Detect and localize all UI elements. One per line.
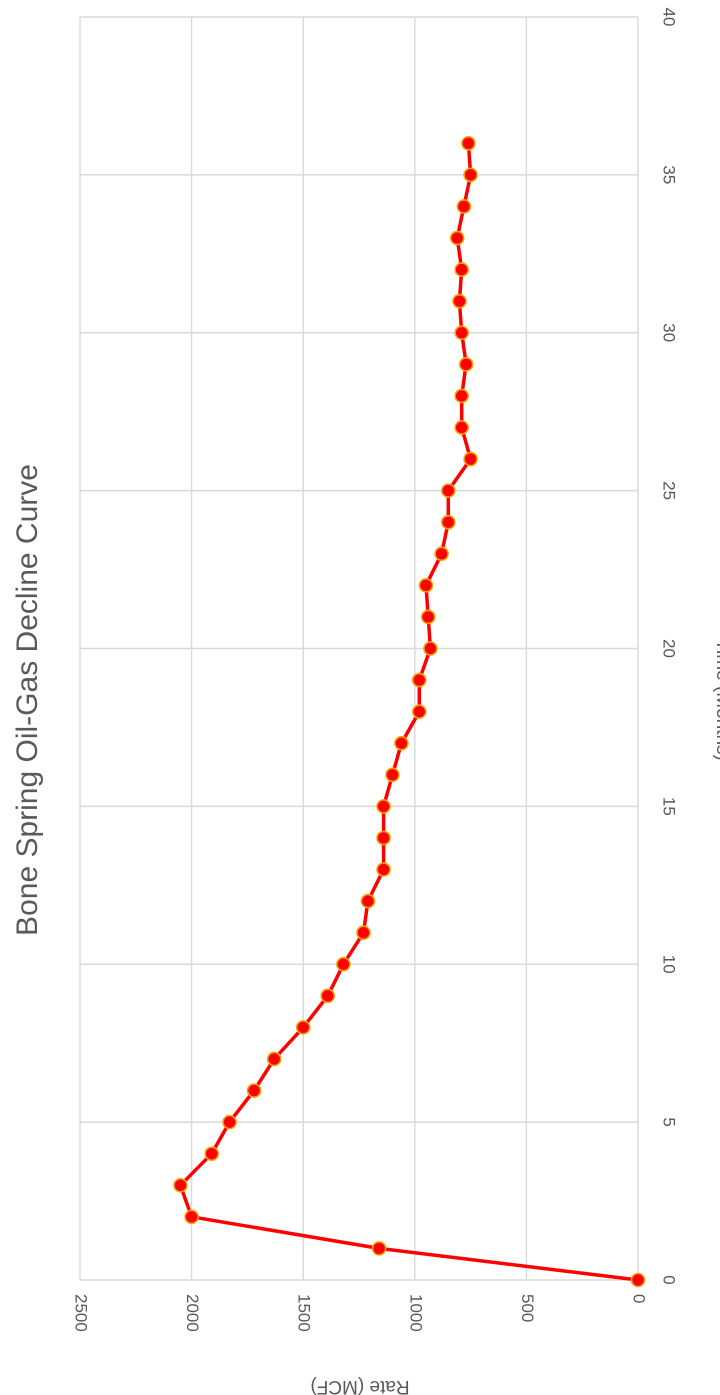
data-point [418,578,434,593]
data-point [454,388,469,404]
data-point [376,862,391,877]
data-point [295,1020,311,1035]
data-point [630,1272,646,1288]
data-point [356,925,371,940]
data-point [411,672,427,688]
gridlines [79,16,639,1281]
y-axis-title: Rate (MCF) [310,1376,409,1395]
data-point [411,704,427,719]
chart-title: Bone Spring Oil-Gas Decline Curve [11,464,44,936]
x-tick-label: 10 [660,955,679,974]
data-point [454,420,469,435]
data-point [376,799,391,814]
data-point [423,641,438,656]
x-tick-label: 5 [660,1117,679,1126]
data-point [461,136,476,151]
data-point [173,1177,188,1193]
tick-labels: 0 5 10 15 20 25 30 35 40 0 500 1000 1500 2000 2500 [72,8,679,1332]
data-point [440,483,456,498]
x-tick-label: 30 [660,323,679,342]
data-point [266,1051,282,1067]
data-point [454,325,469,341]
data-point [440,514,456,530]
data-point [463,167,478,183]
data-point [376,830,391,846]
data-point [434,546,449,562]
x-tick-label: 20 [660,639,679,658]
x-tick-label: 25 [660,481,679,500]
data-point [463,451,478,467]
data-point [394,735,409,751]
x-tick-label: 15 [660,797,679,816]
data-point [452,293,467,309]
data-point [320,988,336,1004]
x-axis-title: Time (Months) [712,639,720,761]
data-point [184,1209,199,1225]
data-point [456,199,472,214]
data-point [360,893,376,909]
y-tick-label: 1000 [406,1294,425,1332]
x-tick-label: 40 [660,8,679,27]
x-tick-label: 35 [660,165,679,184]
data-point [385,767,400,783]
data-point [246,1083,262,1098]
data-point [420,609,436,625]
y-tick-label: 2500 [72,1294,91,1332]
data-point [458,357,474,372]
data-point [222,1114,237,1130]
data-point [371,1241,387,1256]
data-point [454,262,469,277]
y-tick-label: 500 [518,1294,537,1322]
y-tick-label: 2000 [183,1294,202,1332]
data-point [449,230,465,246]
data-point [336,956,351,972]
rate-series-markers [173,136,646,1288]
rate-series-line [178,143,639,1282]
x-tick-label: 0 [660,1275,679,1284]
y-tick-label: 1500 [295,1294,314,1332]
data-point [204,1146,219,1161]
y-tick-label: 0 [630,1294,649,1303]
